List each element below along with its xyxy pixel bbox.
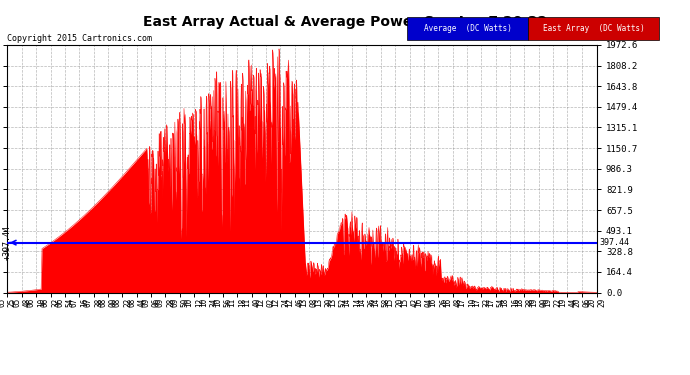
Text: Copyright 2015 Cartronics.com: Copyright 2015 Cartronics.com	[7, 34, 152, 43]
Text: +397.44: +397.44	[3, 225, 12, 260]
Text: 397.44: 397.44	[599, 238, 629, 247]
Text: East Array  (DC Watts): East Array (DC Watts)	[542, 24, 644, 33]
Text: Average  (DC Watts): Average (DC Watts)	[424, 24, 511, 33]
Text: East Array Actual & Average Power Sun Jun 7 20:32: East Array Actual & Average Power Sun Ju…	[143, 15, 547, 29]
